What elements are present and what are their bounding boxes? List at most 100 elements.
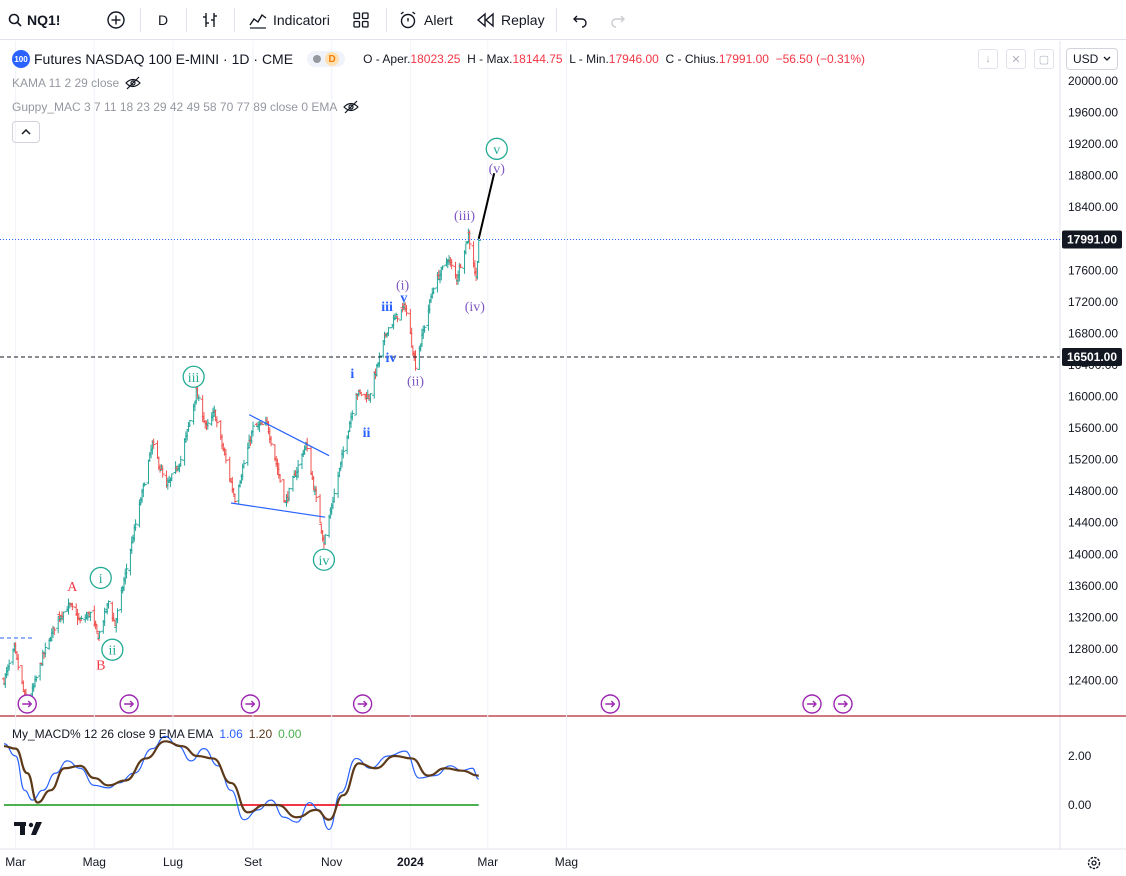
y-tick-label: 13200.00 [1068, 610, 1118, 624]
eye-hidden-icon[interactable] [125, 76, 142, 90]
indicators-button[interactable]: Indicatori [248, 0, 330, 40]
x-tick-label: Mag [83, 855, 106, 869]
indicator-kama[interactable]: KAMA 11 2 29 close [12, 76, 142, 90]
y-tick-label: 17600.00 [1068, 263, 1118, 277]
y-tick-label: 14800.00 [1068, 484, 1118, 498]
rewind-icon [476, 12, 494, 28]
compare-button[interactable] [106, 0, 126, 40]
macd-legend[interactable]: My_MACD% 12 26 close 9 EMA EMA 1.06 1.20… [12, 727, 301, 741]
plus-circle-icon [107, 11, 125, 29]
toolbar-divider [234, 8, 235, 32]
wave-label: iv [318, 554, 329, 569]
y-tick-label: 15200.00 [1068, 453, 1118, 467]
wave-label: v [400, 291, 407, 306]
toolbar-divider [386, 8, 387, 32]
x-tick-label: 2024 [397, 855, 424, 869]
event-arrow-icon [245, 700, 256, 708]
redo-icon [611, 15, 625, 28]
wave-label: (iv) [465, 300, 486, 315]
low-value: 17946.00 [608, 52, 659, 66]
eye-hidden-icon[interactable] [343, 100, 360, 114]
layouts-button[interactable] [352, 0, 370, 40]
alert-label: Alert [424, 12, 453, 28]
maximize-pane-button[interactable]: ▢ [1034, 49, 1054, 69]
last-price-label: 17991.00 [1067, 232, 1117, 246]
open-value: 18023.25 [410, 52, 461, 66]
event-arrow-icon [357, 700, 368, 708]
grid-icon [353, 12, 369, 28]
replay-label: Replay [501, 12, 545, 28]
macd-y-tick-label: 0.00 [1068, 798, 1092, 812]
toolbar-divider [556, 8, 557, 32]
wave-label-circle [101, 638, 124, 661]
y-tick-label: 18800.00 [1068, 169, 1118, 183]
macd-name: My_MACD% 12 26 close 9 EMA EMA [12, 727, 214, 741]
trendline [477, 173, 496, 239]
wave-label-circle [312, 548, 336, 571]
wave-label: (iii) [454, 209, 475, 224]
wave-label-circle [485, 137, 508, 160]
y-tick-label: 12400.00 [1068, 673, 1118, 687]
gear-icon [1087, 856, 1101, 870]
wave-label: (ii) [407, 375, 424, 390]
bars-icon [203, 13, 217, 27]
delayed-badge: D [325, 52, 340, 66]
replay-button[interactable]: Replay [476, 0, 545, 40]
signal-value: 1.20 [248, 727, 273, 741]
market-status-pill[interactable]: D [307, 51, 346, 67]
event-arrow-icon [605, 700, 616, 708]
x-tick-label: Nov [321, 855, 342, 869]
chart-type-button[interactable] [200, 0, 220, 40]
wave-label: iv [386, 351, 397, 366]
zero-value: 0.00 [278, 727, 302, 741]
wave-label: i [99, 572, 103, 587]
low-label: L - Min. [569, 52, 609, 66]
x-tick-label: Mar [5, 855, 26, 869]
alarm-clock-icon [400, 11, 416, 29]
symbol-search-button[interactable]: NQ1! [8, 0, 60, 40]
last-price-label-bg [1062, 230, 1122, 249]
event-arrow-icon [807, 700, 817, 708]
wave-label: B [96, 659, 105, 674]
macd-series-line [3, 735, 479, 831]
redo-button[interactable] [610, 0, 626, 40]
trendline [248, 414, 330, 457]
arrow-down-icon: ↓ [985, 53, 991, 65]
move-down-button[interactable]: ↓ [978, 49, 998, 69]
trendline [230, 502, 326, 518]
wave-label: A [67, 580, 78, 595]
price-chart[interactable]: 12400.00 12800.00 13200.00 13600.00 14000.00… [0, 41, 1126, 876]
y-tick-label: 20000.00 [1068, 74, 1118, 88]
currency-select[interactable]: USD [1066, 48, 1118, 70]
close-value: 17991.00 [718, 52, 769, 66]
wave-label-circle [89, 566, 112, 590]
wave-label: (v) [489, 162, 506, 177]
macd-pane [3, 735, 479, 831]
interval-button[interactable]: D [158, 0, 168, 40]
close-pane-button[interactable]: ✕ [1006, 49, 1026, 69]
indicator-guppy-label: Guppy_MAC 3 7 11 18 23 29 42 49 58 70 77… [12, 100, 338, 114]
tradingview-logo-icon [14, 822, 42, 835]
toolbar-divider [140, 8, 141, 32]
y-tick-label: 16000.00 [1068, 390, 1118, 404]
y-tick-label: 15600.00 [1068, 421, 1118, 435]
indicator-guppy[interactable]: Guppy_MAC 3 7 11 18 23 29 42 49 58 70 77… [12, 100, 360, 114]
chart-grid: 12400.00 12800.00 13200.00 13600.00 14000.00… [0, 41, 1126, 869]
close-label: C - Chius. [665, 52, 719, 66]
wave-label: ii [363, 426, 371, 441]
indicator-kama-label: KAMA 11 2 29 close [12, 76, 120, 90]
x-tick-label: Mar [477, 855, 498, 869]
interval-label: D [158, 12, 169, 28]
symbol-title[interactable]: Futures NASDAQ 100 E-MINI · 1D · CME [34, 51, 294, 67]
chart-settings-button[interactable] [1086, 855, 1102, 874]
undo-button[interactable] [572, 0, 588, 40]
indicators-icon [249, 13, 267, 29]
collapse-legend-button[interactable] [12, 121, 40, 143]
alert-button[interactable]: Alert [398, 0, 453, 40]
y-tick-label: 14400.00 [1068, 516, 1118, 530]
search-icon [8, 13, 22, 27]
tradingview-logo [14, 820, 46, 841]
ohlc-values: O - Aper.18023.25 H - Max.18144.75 L - M… [363, 52, 865, 66]
high-value: 18144.75 [512, 52, 563, 66]
toolbar-divider [186, 8, 187, 32]
